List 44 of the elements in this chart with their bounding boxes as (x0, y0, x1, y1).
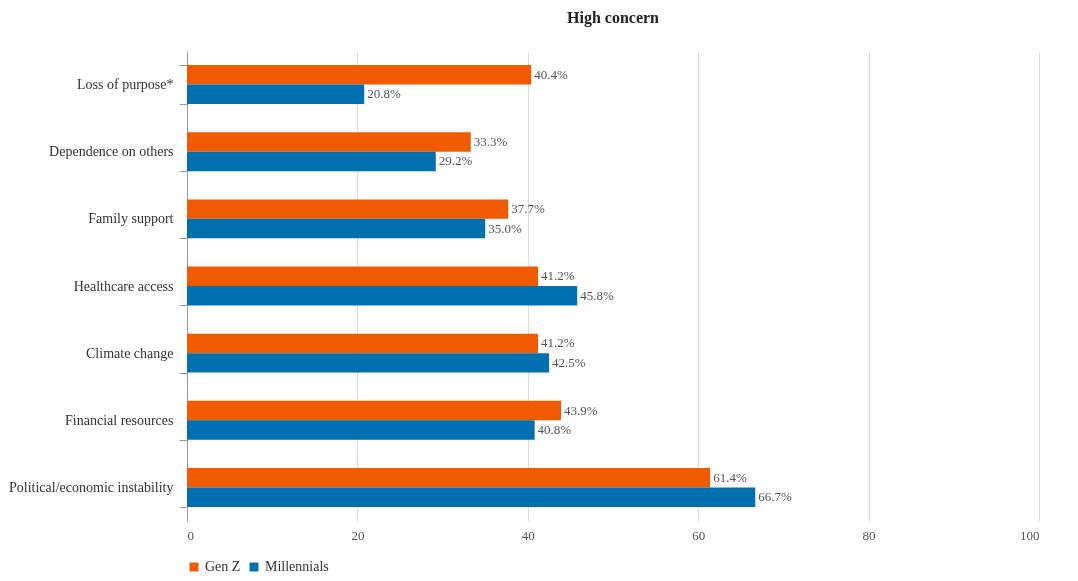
data-label: 66.7% (758, 489, 793, 505)
bar (187, 65, 532, 85)
bar (187, 218, 486, 239)
y-tick-label: Dependence on others (49, 144, 174, 160)
data-label: 42.5% (552, 354, 586, 370)
bar (187, 286, 578, 306)
bar (187, 487, 756, 507)
y-tick-label: Financial resources (65, 412, 174, 428)
data-label: 61.4% (713, 469, 747, 485)
data-label: 35.0% (488, 220, 522, 236)
bar (187, 266, 539, 286)
y-tick-label: Political/economic instability (9, 479, 174, 495)
x-tick-label: 100 (1020, 527, 1040, 543)
data-label: 33.3% (473, 133, 508, 149)
bar (187, 132, 471, 152)
x-tick-label: 0 (187, 527, 194, 543)
legend-label: Gen Z (205, 559, 241, 574)
bar (187, 151, 436, 172)
x-tick-label: 20 (351, 527, 365, 543)
data-label: 37.7% (511, 201, 545, 217)
bar (187, 467, 711, 488)
bar (187, 353, 550, 373)
bar (187, 420, 535, 440)
bar (187, 333, 539, 354)
data-label: 40.8% (537, 422, 572, 438)
x-tick-label: 40 (521, 527, 535, 543)
data-label: 29.2% (438, 153, 473, 169)
legend-label: Millennials (265, 559, 329, 574)
y-tick-label: Healthcare access (73, 278, 174, 294)
y-tick-label: Loss of purpose* (77, 77, 174, 93)
chart-title: High concern (567, 9, 660, 27)
data-label: 43.9% (564, 402, 598, 418)
x-tick-label: 60 (692, 527, 706, 543)
data-label: 40.4% (534, 66, 568, 82)
data-label: 20.8% (367, 86, 401, 102)
bar (187, 84, 365, 105)
data-label: 41.2% (541, 268, 575, 284)
bar (187, 199, 509, 219)
y-tick-label: Family support (88, 211, 174, 227)
data-label: 41.2% (541, 335, 575, 351)
data-label: 45.8% (580, 287, 614, 303)
x-tick-label: 80 (862, 527, 876, 543)
y-tick-label: Climate change (86, 345, 174, 361)
bar (187, 400, 562, 421)
